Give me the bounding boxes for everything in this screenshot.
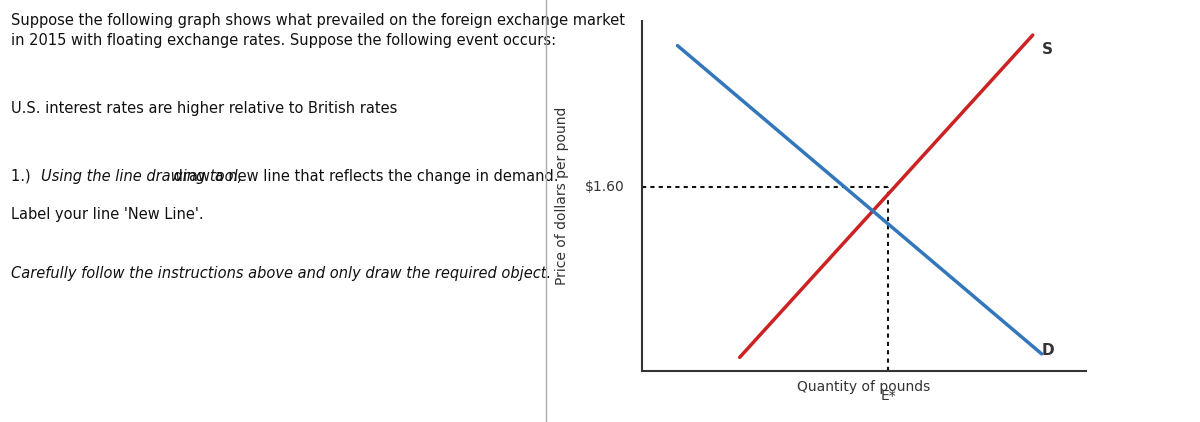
Text: $1.60: $1.60: [584, 181, 624, 195]
Text: Label your line 'New Line'.: Label your line 'New Line'.: [11, 207, 204, 222]
Text: Price of dollars per pound: Price of dollars per pound: [556, 107, 569, 285]
Text: D: D: [1042, 344, 1055, 358]
Text: Using the line drawing tool,: Using the line drawing tool,: [41, 169, 242, 184]
X-axis label: Quantity of pounds: Quantity of pounds: [797, 380, 931, 394]
Text: draw a new line that reflects the change in demand.: draw a new line that reflects the change…: [169, 169, 559, 184]
Text: S: S: [1042, 42, 1052, 57]
Text: Suppose the following graph shows what prevailed on the foreign exchange market
: Suppose the following graph shows what p…: [11, 13, 625, 48]
Text: Carefully follow the instructions above and only draw the required object.: Carefully follow the instructions above …: [11, 266, 551, 281]
Text: 1.): 1.): [11, 169, 35, 184]
Text: U.S. interest rates are higher relative to British rates: U.S. interest rates are higher relative …: [11, 101, 397, 116]
Text: E*: E*: [881, 389, 896, 403]
